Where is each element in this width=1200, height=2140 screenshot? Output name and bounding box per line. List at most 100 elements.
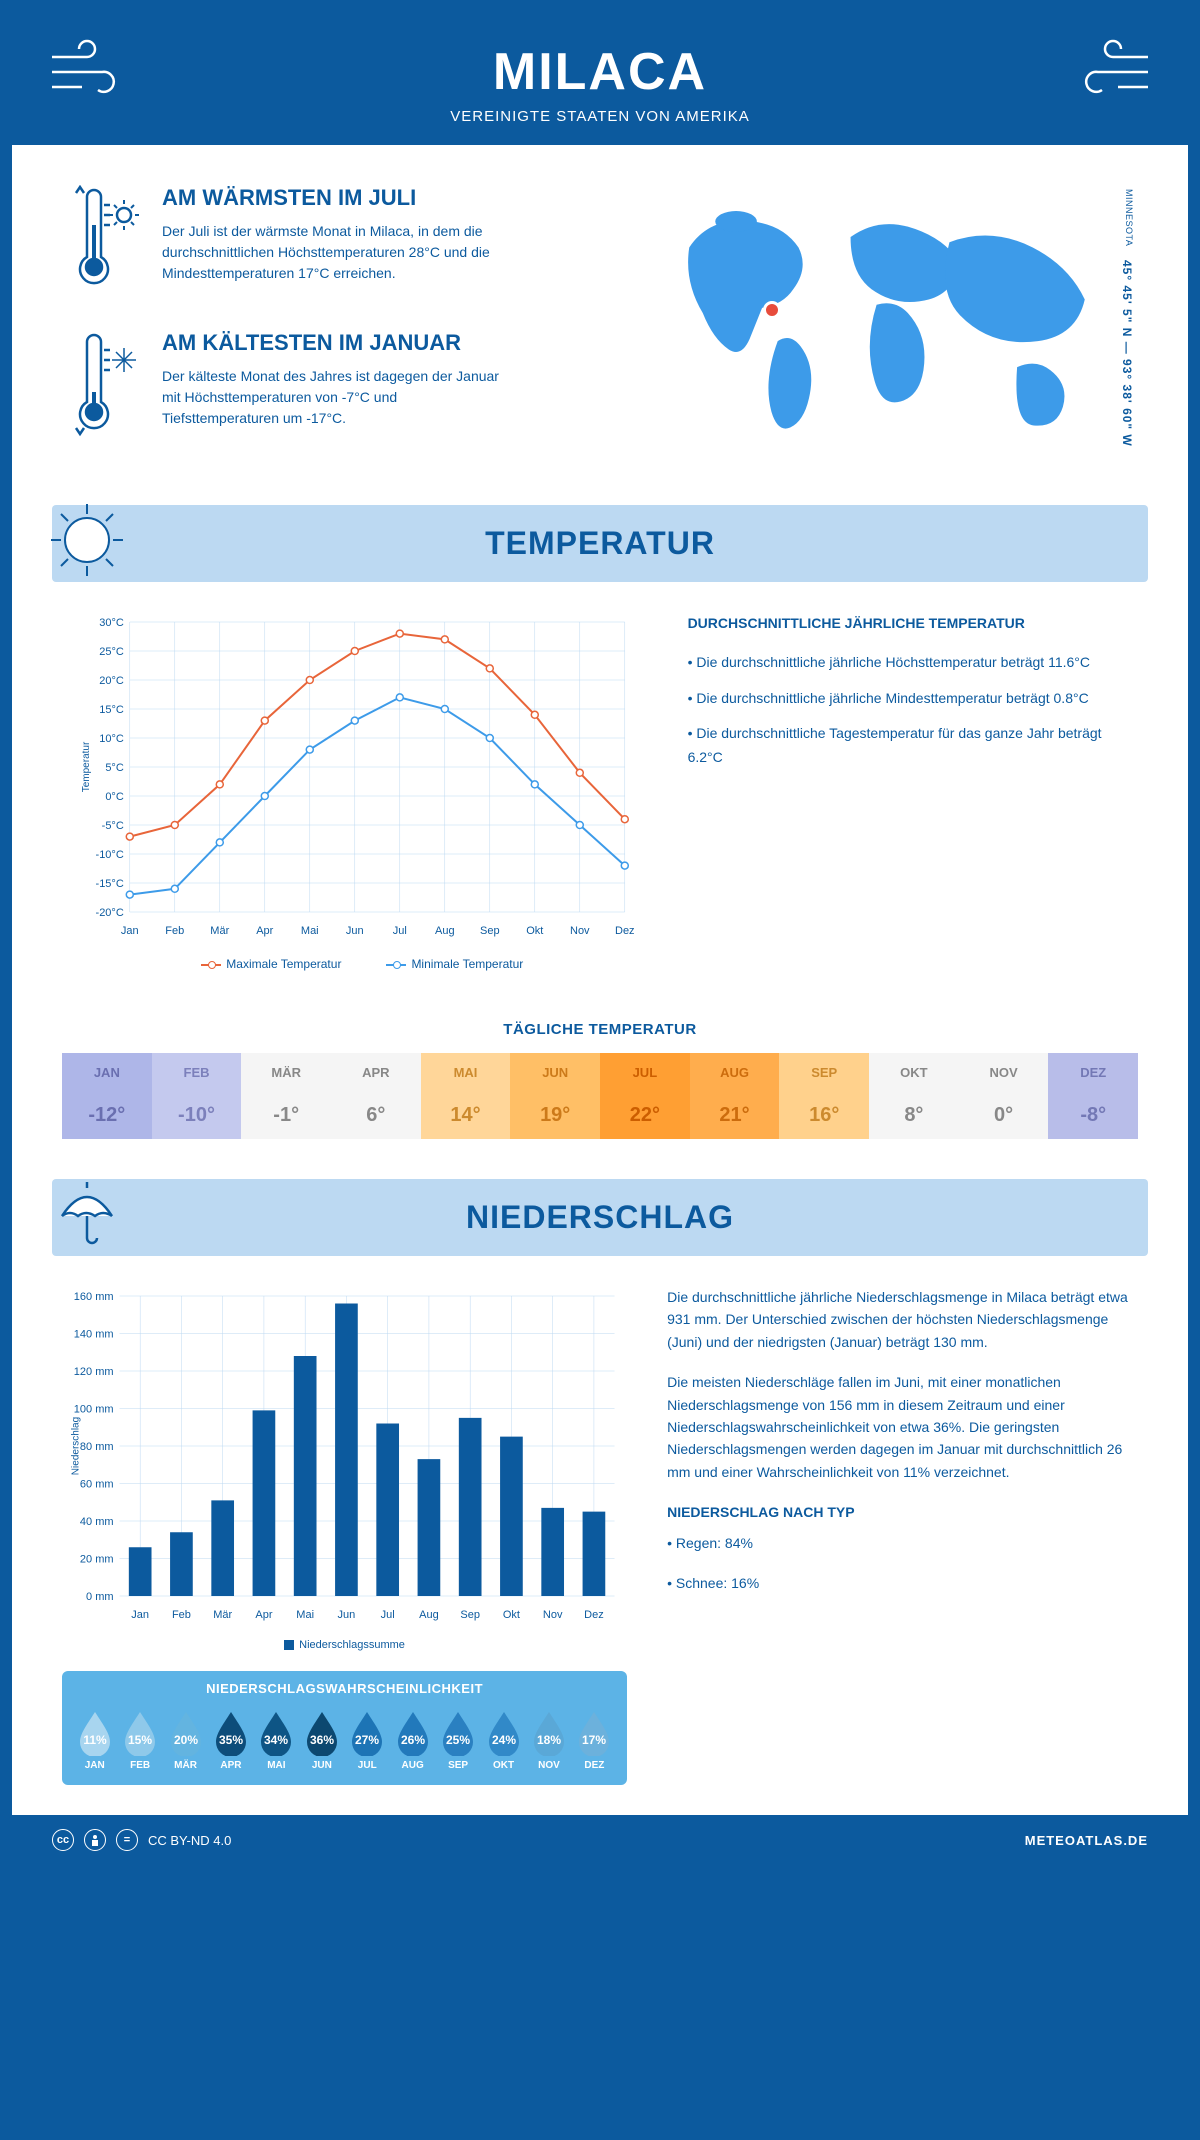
svg-text:18%: 18% — [537, 1733, 561, 1747]
month-header: MÄR — [241, 1053, 331, 1092]
svg-text:Jul: Jul — [393, 925, 407, 937]
page-subtitle: VEREINIGTE STAATEN VON AMERIKA — [32, 108, 1168, 125]
svg-text:25%: 25% — [446, 1733, 470, 1747]
thermometer-hot-icon — [62, 185, 142, 300]
svg-text:-20°C: -20°C — [96, 907, 124, 919]
wind-icon — [1068, 37, 1158, 107]
prob-drop: 27% JUL — [347, 1708, 388, 1771]
daily-temp-title: TÄGLICHE TEMPERATUR — [12, 1021, 1188, 1038]
svg-text:Jan: Jan — [131, 1609, 149, 1621]
svg-text:11%: 11% — [83, 1733, 107, 1747]
prob-drop: 25% SEP — [437, 1708, 478, 1771]
svg-text:Jun: Jun — [346, 925, 364, 937]
temp-value: 21° — [690, 1092, 780, 1139]
svg-text:40 mm: 40 mm — [80, 1516, 114, 1528]
month-header: JUN — [510, 1053, 600, 1092]
svg-text:24%: 24% — [491, 1733, 515, 1747]
temperature-info: DURCHSCHNITTLICHE JÄHRLICHE TEMPERATUR •… — [688, 612, 1138, 971]
nd-icon: = — [116, 1829, 138, 1851]
prob-drop: 26% AUG — [392, 1708, 433, 1771]
svg-text:-10°C: -10°C — [96, 849, 124, 861]
precip-rain: • Regen: 84% — [667, 1532, 1138, 1554]
svg-text:20 mm: 20 mm — [80, 1554, 114, 1566]
coldest-title: AM KÄLTESTEN IM JANUAR — [162, 330, 502, 356]
info-title: DURCHSCHNITTLICHE JÄHRLICHE TEMPERATUR — [688, 612, 1138, 636]
temp-value: 22° — [600, 1092, 690, 1139]
prob-drop: 18% NOV — [528, 1708, 569, 1771]
month-header: JUL — [600, 1053, 690, 1092]
section-title: NIEDERSCHLAG — [52, 1199, 1148, 1236]
month-header: NOV — [959, 1053, 1049, 1092]
svg-text:Mai: Mai — [296, 1609, 314, 1621]
svg-text:Okt: Okt — [503, 1609, 520, 1621]
prob-drop: 20% MÄR — [165, 1708, 206, 1771]
warmest-title: AM WÄRMSTEN IM JULI — [162, 185, 502, 211]
svg-text:35%: 35% — [219, 1733, 243, 1747]
svg-text:Sep: Sep — [480, 925, 500, 937]
svg-text:100 mm: 100 mm — [74, 1404, 114, 1416]
svg-text:25°C: 25°C — [99, 646, 124, 658]
coldest-block: AM KÄLTESTEN IM JANUAR Der kälteste Mona… — [62, 330, 618, 445]
temp-value: -10° — [152, 1092, 242, 1139]
month-header: SEP — [779, 1053, 869, 1092]
svg-text:60 mm: 60 mm — [80, 1479, 114, 1491]
prob-drop: 15% FEB — [119, 1708, 160, 1771]
month-header: APR — [331, 1053, 421, 1092]
svg-text:Aug: Aug — [435, 925, 455, 937]
svg-text:Dez: Dez — [615, 925, 635, 937]
umbrella-icon — [47, 1174, 127, 1254]
svg-text:34%: 34% — [264, 1733, 288, 1747]
cc-icon: cc — [52, 1829, 74, 1851]
svg-text:140 mm: 140 mm — [74, 1329, 114, 1341]
precipitation-probability: NIEDERSCHLAGSWAHRSCHEINLICHKEIT 11% JAN … — [62, 1671, 627, 1785]
coldest-text: Der kälteste Monat des Jahres ist dagege… — [162, 366, 502, 429]
svg-text:Nov: Nov — [543, 1609, 563, 1621]
svg-text:5°C: 5°C — [105, 762, 124, 774]
footer: cc = CC BY-ND 4.0 METEOATLAS.DE — [12, 1815, 1188, 1865]
month-header: OKT — [869, 1053, 959, 1092]
prob-drop: 11% JAN — [74, 1708, 115, 1771]
svg-text:-5°C: -5°C — [102, 820, 124, 832]
svg-text:27%: 27% — [355, 1733, 379, 1747]
month-header: DEZ — [1048, 1053, 1138, 1092]
prob-drop: 24% OKT — [483, 1708, 524, 1771]
info-point: • Die durchschnittliche Tagestemperatur … — [688, 722, 1138, 770]
svg-text:Nov: Nov — [570, 925, 590, 937]
temp-value: -12° — [62, 1092, 152, 1139]
svg-text:Apr: Apr — [255, 1609, 272, 1621]
precip-text: Die durchschnittliche jährliche Niedersc… — [667, 1286, 1138, 1353]
svg-text:Aug: Aug — [419, 1609, 439, 1621]
svg-text:20%: 20% — [174, 1733, 198, 1747]
coordinates: 45° 45' 5" N — 93° 38' 60" W — [1116, 250, 1138, 457]
svg-text:Apr: Apr — [256, 925, 273, 937]
prob-drop: 36% JUN — [301, 1708, 342, 1771]
info-point: • Die durchschnittliche jährliche Mindes… — [688, 687, 1138, 711]
svg-text:120 mm: 120 mm — [74, 1366, 114, 1378]
temperature-chart: -20°C-15°C-10°C-5°C0°C5°C10°C15°C20°C25°… — [62, 612, 648, 971]
license-text: CC BY-ND 4.0 — [148, 1833, 231, 1848]
svg-text:Mai: Mai — [301, 925, 319, 937]
svg-text:Niederschlag: Niederschlag — [71, 1417, 82, 1475]
svg-text:Feb: Feb — [172, 1609, 191, 1621]
temp-value: -1° — [241, 1092, 331, 1139]
svg-text:Jun: Jun — [338, 1609, 356, 1621]
svg-text:160 mm: 160 mm — [74, 1291, 114, 1303]
svg-text:15°C: 15°C — [99, 704, 124, 716]
month-header: FEB — [152, 1053, 242, 1092]
svg-text:80 mm: 80 mm — [80, 1441, 114, 1453]
svg-text:Okt: Okt — [526, 925, 543, 937]
svg-text:36%: 36% — [310, 1733, 334, 1747]
svg-text:15%: 15% — [128, 1733, 152, 1747]
temp-value: -8° — [1048, 1092, 1138, 1139]
svg-text:Dez: Dez — [584, 1609, 604, 1621]
site-name: METEOATLAS.DE — [1025, 1833, 1148, 1848]
svg-text:Mär: Mär — [210, 925, 229, 937]
thermometer-cold-icon — [62, 330, 142, 445]
svg-text:Sep: Sep — [460, 1609, 480, 1621]
svg-text:10°C: 10°C — [99, 733, 124, 745]
svg-text:0 mm: 0 mm — [86, 1591, 114, 1603]
intro-section: AM WÄRMSTEN IM JULI Der Juli ist der wär… — [12, 145, 1188, 505]
temp-value: 14° — [421, 1092, 511, 1139]
header: MILACA VEREINIGTE STAATEN VON AMERIKA — [12, 12, 1188, 145]
daily-temp-table: JANFEBMÄRAPRMAIJUNJULAUGSEPOKTNOVDEZ -12… — [62, 1053, 1138, 1139]
